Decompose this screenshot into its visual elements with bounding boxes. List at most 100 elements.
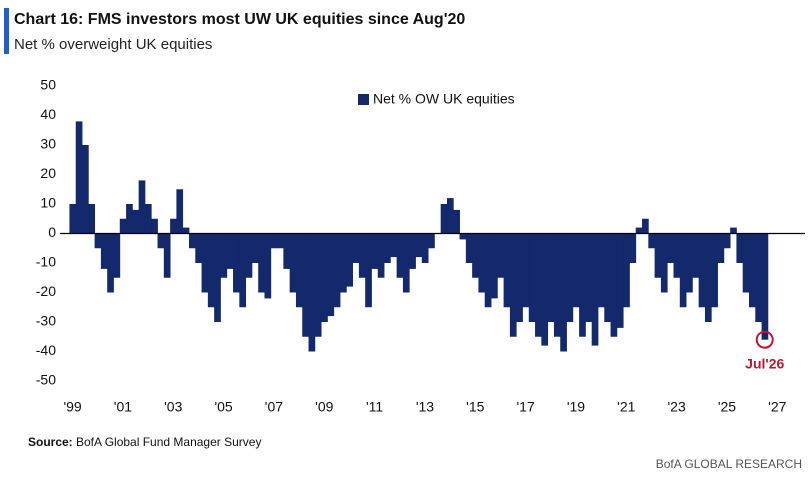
bar bbox=[717, 233, 725, 263]
y-tick-label: 50 bbox=[40, 77, 56, 93]
y-tick-label: -20 bbox=[36, 283, 56, 299]
bar bbox=[560, 233, 567, 352]
bar bbox=[585, 233, 593, 322]
bar bbox=[321, 233, 328, 322]
bar bbox=[188, 233, 196, 249]
bar bbox=[547, 233, 555, 322]
bar bbox=[440, 204, 448, 234]
legend-swatch bbox=[358, 94, 369, 105]
bar bbox=[704, 233, 712, 322]
bar bbox=[736, 233, 744, 263]
bar bbox=[138, 180, 146, 234]
bar bbox=[478, 233, 486, 293]
bar bbox=[503, 233, 511, 308]
bar bbox=[522, 233, 530, 308]
bar bbox=[509, 233, 517, 337]
bar bbox=[176, 189, 184, 234]
bar bbox=[679, 233, 687, 308]
bar bbox=[371, 233, 379, 269]
bar bbox=[340, 233, 347, 293]
bar bbox=[742, 233, 750, 293]
bar bbox=[629, 233, 637, 263]
bar bbox=[233, 233, 240, 293]
bar bbox=[258, 233, 265, 293]
bar bbox=[377, 233, 385, 278]
bar bbox=[623, 233, 630, 308]
bar bbox=[516, 233, 523, 322]
bar bbox=[761, 233, 769, 340]
annotation: Jul'26 bbox=[745, 355, 784, 371]
bar bbox=[421, 233, 429, 263]
x-tick-label: '15 bbox=[466, 399, 484, 415]
bar bbox=[126, 204, 133, 234]
bar bbox=[333, 233, 341, 308]
bar bbox=[692, 233, 700, 278]
bar bbox=[730, 227, 737, 234]
bar bbox=[553, 233, 561, 337]
bar bbox=[346, 233, 353, 287]
bar bbox=[207, 233, 215, 308]
footer: BofA GLOBAL RESEARCH bbox=[656, 457, 802, 471]
bar bbox=[170, 218, 177, 234]
bar bbox=[541, 233, 549, 346]
bar bbox=[295, 233, 303, 308]
bar bbox=[528, 233, 536, 322]
bar bbox=[748, 233, 756, 308]
bar bbox=[660, 233, 668, 293]
bar bbox=[157, 233, 165, 249]
bar bbox=[755, 233, 762, 322]
bar bbox=[220, 233, 228, 278]
bar bbox=[214, 233, 221, 322]
bar bbox=[94, 233, 102, 249]
bar bbox=[182, 227, 190, 234]
x-tick-label: '19 bbox=[567, 399, 585, 415]
bar bbox=[277, 233, 284, 249]
bar bbox=[472, 233, 479, 278]
y-tick-label: 30 bbox=[40, 136, 56, 152]
bar bbox=[352, 233, 360, 263]
bar bbox=[446, 198, 454, 234]
bar bbox=[711, 233, 718, 308]
x-tick-label: '03 bbox=[164, 399, 182, 415]
bar bbox=[654, 233, 662, 278]
bar bbox=[673, 233, 681, 278]
bar bbox=[308, 233, 316, 352]
x-tick-label: '05 bbox=[214, 399, 232, 415]
x-tick-label: '11 bbox=[366, 399, 383, 415]
x-tick-label: '21 bbox=[617, 399, 635, 415]
bar bbox=[88, 204, 96, 234]
bar bbox=[289, 233, 297, 293]
bar bbox=[100, 233, 108, 269]
bar bbox=[195, 233, 202, 263]
bar bbox=[535, 233, 542, 337]
bar bbox=[402, 233, 410, 293]
y-tick-label: 40 bbox=[40, 106, 56, 122]
bar bbox=[698, 233, 706, 308]
annotation-circle bbox=[755, 330, 774, 349]
bar bbox=[566, 233, 574, 322]
y-tick-label: -40 bbox=[36, 342, 56, 358]
y-tick-label: -50 bbox=[36, 372, 56, 388]
chart-subtitle: Net % overweight UK equities bbox=[14, 36, 212, 53]
bar bbox=[428, 233, 435, 249]
bar bbox=[365, 233, 372, 308]
bar bbox=[465, 233, 473, 263]
bar bbox=[113, 233, 121, 278]
bar bbox=[723, 233, 731, 249]
x-tick-label: '01 bbox=[114, 399, 132, 415]
bar bbox=[283, 233, 291, 269]
bar bbox=[239, 233, 247, 308]
bar bbox=[453, 209, 460, 234]
bar bbox=[270, 233, 278, 249]
x-tick-label: '09 bbox=[315, 399, 333, 415]
bar bbox=[415, 233, 423, 258]
legend-label: Net % OW UK equities bbox=[373, 91, 515, 107]
bar bbox=[314, 233, 322, 337]
x-tick-label: '23 bbox=[668, 399, 686, 415]
y-tick-label: 0 bbox=[48, 224, 56, 240]
bar bbox=[604, 233, 611, 322]
bar bbox=[396, 233, 404, 278]
bar bbox=[302, 233, 309, 337]
bar bbox=[409, 233, 416, 269]
